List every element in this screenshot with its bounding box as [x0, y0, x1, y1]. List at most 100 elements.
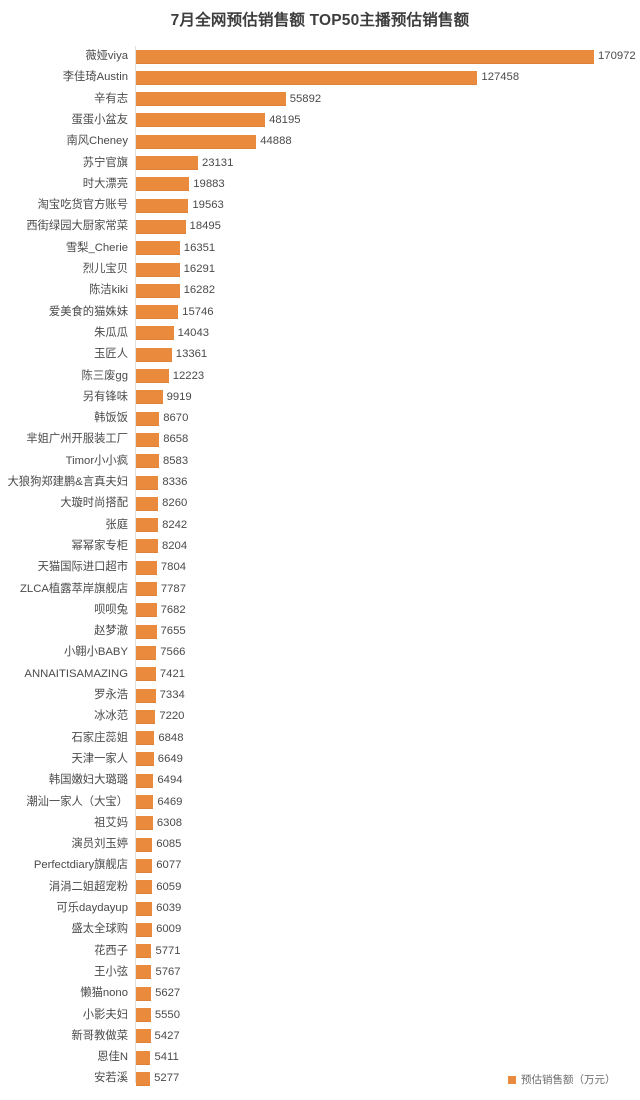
- bar-row: 苏宁官旗 23131: [0, 153, 640, 174]
- bar-row: 雪梨_Cherie 16351: [0, 238, 640, 259]
- bar: [136, 92, 286, 107]
- bar-value-label: 13361: [175, 348, 208, 361]
- bar: [136, 858, 153, 873]
- bar: [136, 496, 159, 511]
- bar-row: 韩国嫩妇大璐璐 6494: [0, 770, 640, 791]
- bar-category-label: 玉匠人: [94, 348, 128, 361]
- bar: [136, 198, 189, 213]
- bar-category-label: 祖艾妈: [94, 816, 128, 829]
- bar-value-label: 44888: [260, 135, 292, 148]
- bar: [136, 773, 154, 788]
- bar-row: 时大漂亮 19883: [0, 174, 640, 195]
- bar: [136, 177, 190, 192]
- bar-value-label: 18495: [189, 220, 221, 233]
- bar: [136, 1008, 151, 1022]
- bar: [136, 390, 163, 405]
- bar-category-label: 潮汕一家人（大宝）: [26, 795, 128, 808]
- bar: [136, 752, 154, 767]
- bar: [136, 688, 156, 703]
- bar-row: 张庭 8242: [0, 515, 640, 536]
- bar-row: ANNAITISAMAZING 7421: [0, 664, 640, 685]
- bar-category-label: 大狼狗郑建鹏&言真夫妇: [7, 476, 128, 488]
- bar-row: 恩佳N 5411: [0, 1047, 640, 1068]
- bar-row: 可乐daydayup 6039: [0, 898, 640, 919]
- bar-category-label: 薇娅viya: [85, 50, 128, 62]
- bar-category-label: 爱美食的猫姝妹: [48, 305, 128, 318]
- bar-row: 爱美食的猫姝妹 15746: [0, 302, 640, 323]
- bar-category-label: 西街绿园大厨家常菜: [26, 220, 128, 233]
- bar-value-label: 16291: [183, 263, 216, 275]
- bar-value-label: 7682: [160, 603, 186, 616]
- chart-legend: 预估销售额（万元）: [508, 1072, 616, 1087]
- bar-category-label: 幂幂家专柜: [71, 539, 129, 552]
- bar-category-label: 花西子: [94, 944, 128, 957]
- bar: [136, 582, 157, 596]
- bar-category-label: 韩饭饭: [94, 412, 128, 425]
- bar: [136, 518, 159, 533]
- bar: [136, 432, 160, 447]
- bar-value-label: 7655: [160, 625, 186, 638]
- bar-category-label: 冰冰范: [94, 710, 128, 723]
- bar-row: 呗呗兔 7682: [0, 600, 640, 621]
- bar-category-label: 新哥教做菜: [71, 1029, 129, 1042]
- bar-value-label: 14043: [177, 326, 210, 339]
- bar-row: 西街绿园大厨家常菜 18495: [0, 216, 640, 237]
- bar-row: 烈儿宝贝 16291: [0, 259, 640, 280]
- bar: [136, 901, 153, 916]
- bar-row: 赵梦澈 7655: [0, 621, 640, 642]
- bar-row: ZLCA植露萃岸旗舰店 7787: [0, 579, 640, 600]
- bar-value-label: 7334: [159, 689, 185, 701]
- bar-category-label: 淘宝吃货官方账号: [37, 199, 128, 212]
- bar-value-label: 6848: [158, 731, 184, 744]
- bar-value-label: 5427: [154, 1029, 180, 1042]
- bar-value-label: 5277: [154, 1072, 180, 1085]
- bar: [136, 709, 156, 724]
- bar-value-label: 55892: [289, 92, 322, 105]
- bar-value-label: 6085: [156, 838, 182, 851]
- bar-value-label: 6077: [156, 859, 182, 872]
- bar-category-label: ANNAITISAMAZING: [24, 667, 128, 680]
- bar-row: 天猫国际进口超市 7804: [0, 557, 640, 578]
- bar-row: 小影夫妇 5550: [0, 1005, 640, 1026]
- bar-category-label: 另有锋味: [82, 390, 128, 403]
- bar-row: 大璇时尚搭配 8260: [0, 493, 640, 514]
- bar: [136, 1071, 151, 1086]
- bar-category-label: 王小弦: [94, 965, 128, 978]
- bar-value-label: 6308: [156, 816, 183, 829]
- bar: [136, 454, 159, 469]
- bar-row: 盛太全球购 6009: [0, 919, 640, 940]
- bar-value-label: 7804: [160, 561, 187, 574]
- bar: [136, 241, 180, 256]
- bar: [136, 624, 157, 639]
- bar-category-label: 懒猫nono: [80, 987, 128, 1000]
- bar-category-label: 时大漂亮: [82, 177, 128, 190]
- bar-value-label: 8670: [163, 412, 189, 425]
- bar: [136, 70, 478, 85]
- bar-value-label: 5627: [155, 987, 181, 1000]
- bar: [136, 922, 153, 937]
- bar-category-label: 大璇时尚搭配: [60, 497, 128, 510]
- bar-value-label: 23131: [201, 156, 234, 169]
- bar-row: 祖艾妈 6308: [0, 813, 640, 834]
- bar-row: 蛋蛋小盆友 48195: [0, 110, 640, 131]
- bar: [136, 795, 154, 809]
- bar-value-label: 5411: [154, 1051, 179, 1064]
- plot-area: 薇娅viya 170972 李佳琦Austin 127458 辛有志 55892 蛋蛋小盆友…: [0, 46, 640, 1086]
- bar-category-label: 天津一家人: [71, 752, 129, 765]
- bar-row: Timor小小疯 8583: [0, 451, 640, 472]
- bar-value-label: 19883: [193, 177, 225, 190]
- bar: [136, 156, 198, 170]
- bar-value-label: 6039: [156, 902, 182, 914]
- bar-value-label: 8204: [161, 539, 188, 552]
- bar-value-label: 6009: [156, 923, 182, 936]
- bar: [136, 411, 160, 426]
- bar: [136, 369, 169, 383]
- bar: [136, 603, 157, 618]
- y-axis-line: [135, 46, 136, 1083]
- bar-row: 南风Cheney 44888: [0, 131, 640, 152]
- bar-category-label: 天猫国际进口超市: [37, 561, 128, 574]
- bar: [136, 1050, 151, 1065]
- bar-category-label: 陈洁kiki: [89, 284, 128, 297]
- bar-category-label: 涓涓二姐超宠粉: [48, 880, 128, 893]
